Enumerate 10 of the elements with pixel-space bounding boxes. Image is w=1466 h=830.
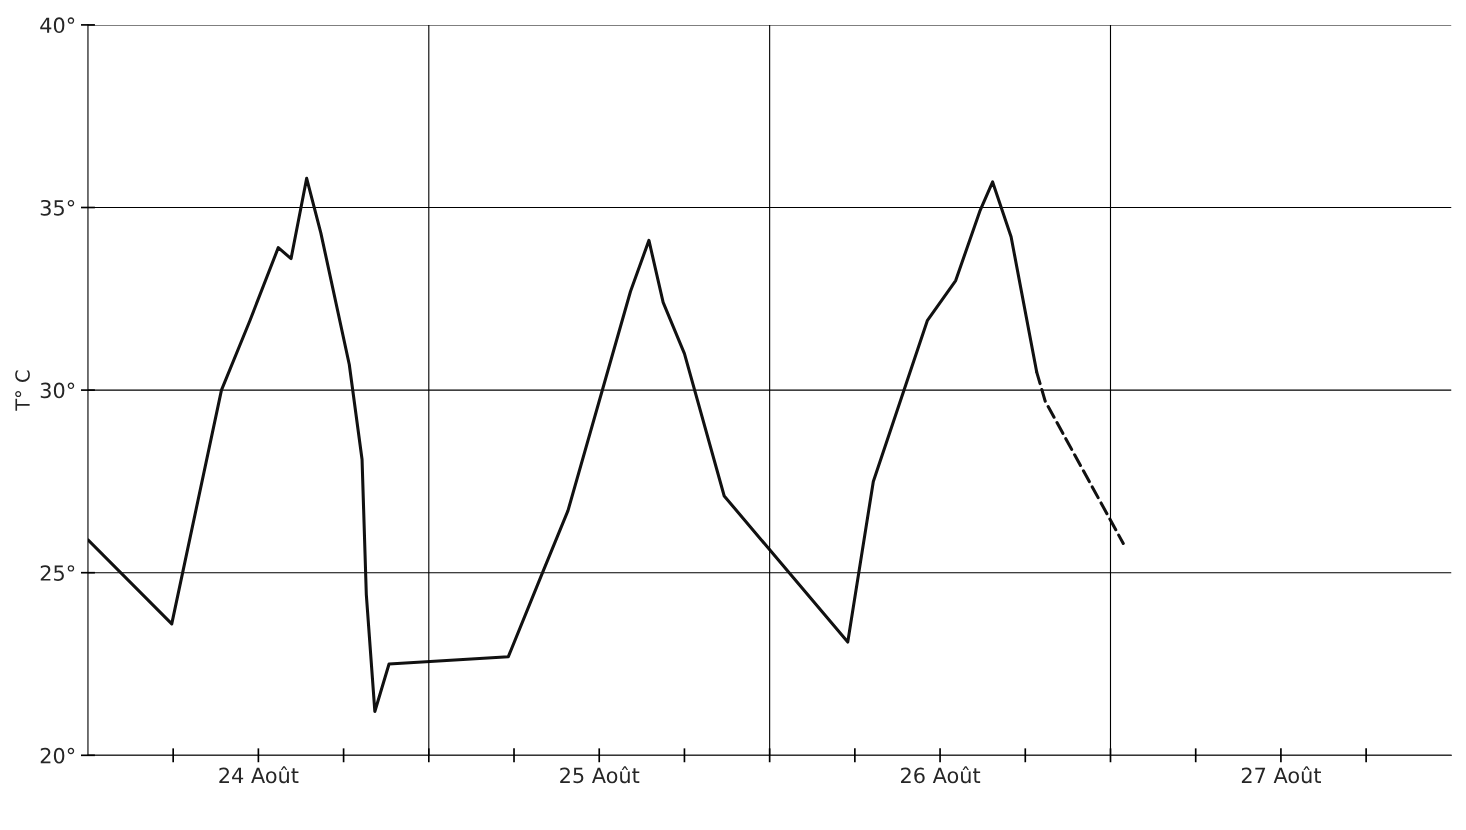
x-tick-label: 24 Août	[219, 766, 299, 784]
y-tick-label: 35°	[40, 199, 75, 216]
y-tick-label: 25°	[40, 565, 75, 581]
x-tick-label: 26 Août	[901, 766, 981, 784]
y-tick-label: 40°	[40, 17, 75, 34]
y-tick-label: 30°	[40, 382, 75, 399]
x-tick-label: 27 Août	[1241, 766, 1321, 784]
x-tick-label: 25 Août	[560, 766, 640, 784]
y-tick-label: 20°	[40, 747, 75, 764]
y-axis-title: T° C	[15, 370, 30, 411]
